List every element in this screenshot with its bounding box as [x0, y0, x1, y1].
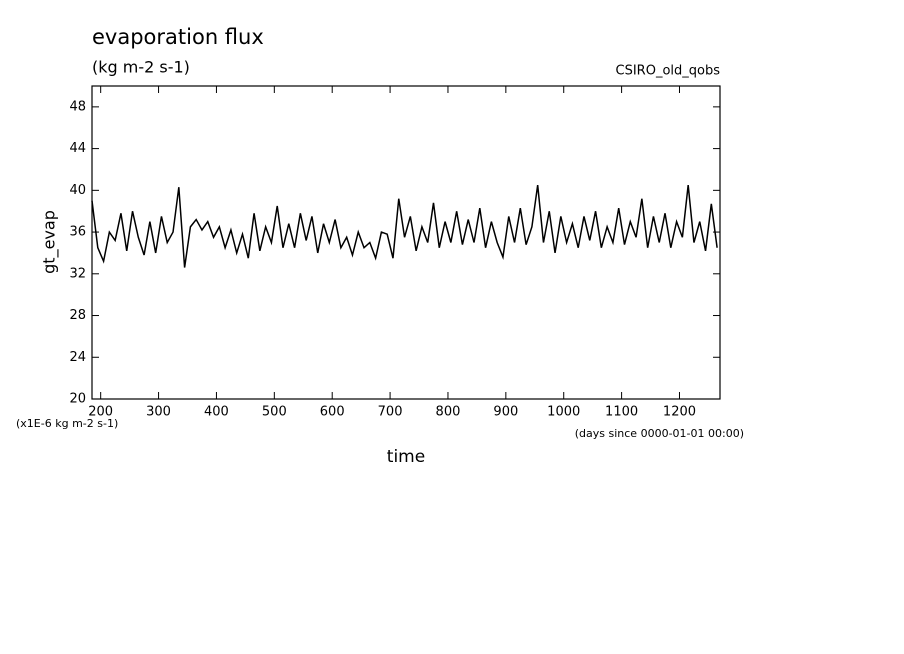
y-tick-label: 28 [69, 308, 86, 323]
chart-title: evaporation flux [92, 25, 264, 49]
plot-frame [91, 85, 721, 400]
y-axis-label: gt_evap [40, 210, 60, 274]
x-tick-label: 200 [88, 405, 113, 420]
x-tick-label: 300 [146, 405, 171, 420]
y-tick-label: 48 [69, 99, 86, 114]
x-units: (days since 0000-01-01 00:00) [575, 427, 744, 440]
y-tick-label: 44 [69, 141, 86, 156]
y-scale-note: (x1E-6 kg m-2 s-1) [16, 417, 118, 430]
data-line [91, 185, 718, 268]
x-tick-label: 600 [320, 405, 345, 420]
x-tick-label: 1000 [547, 405, 580, 420]
x-tick-label: 1100 [605, 405, 638, 420]
x-tick-label: 800 [436, 405, 461, 420]
x-tick-label: 900 [493, 405, 518, 420]
x-tick-label: 700 [378, 405, 403, 420]
chart-subtitle: (kg m-2 s-1) [92, 58, 190, 77]
x-tick-label: 400 [204, 405, 229, 420]
y-tick-label: 20 [69, 392, 86, 407]
y-tick-label: 40 [69, 183, 86, 198]
y-tick-label: 36 [69, 225, 86, 240]
x-tick-label: 1200 [663, 405, 696, 420]
y-tick-label: 32 [69, 266, 86, 281]
x-tick-label: 500 [262, 405, 287, 420]
y-tick-label: 24 [69, 350, 86, 365]
dataset-label: CSIRO_old_qobs [616, 64, 721, 79]
x-axis-label: time [387, 447, 425, 467]
